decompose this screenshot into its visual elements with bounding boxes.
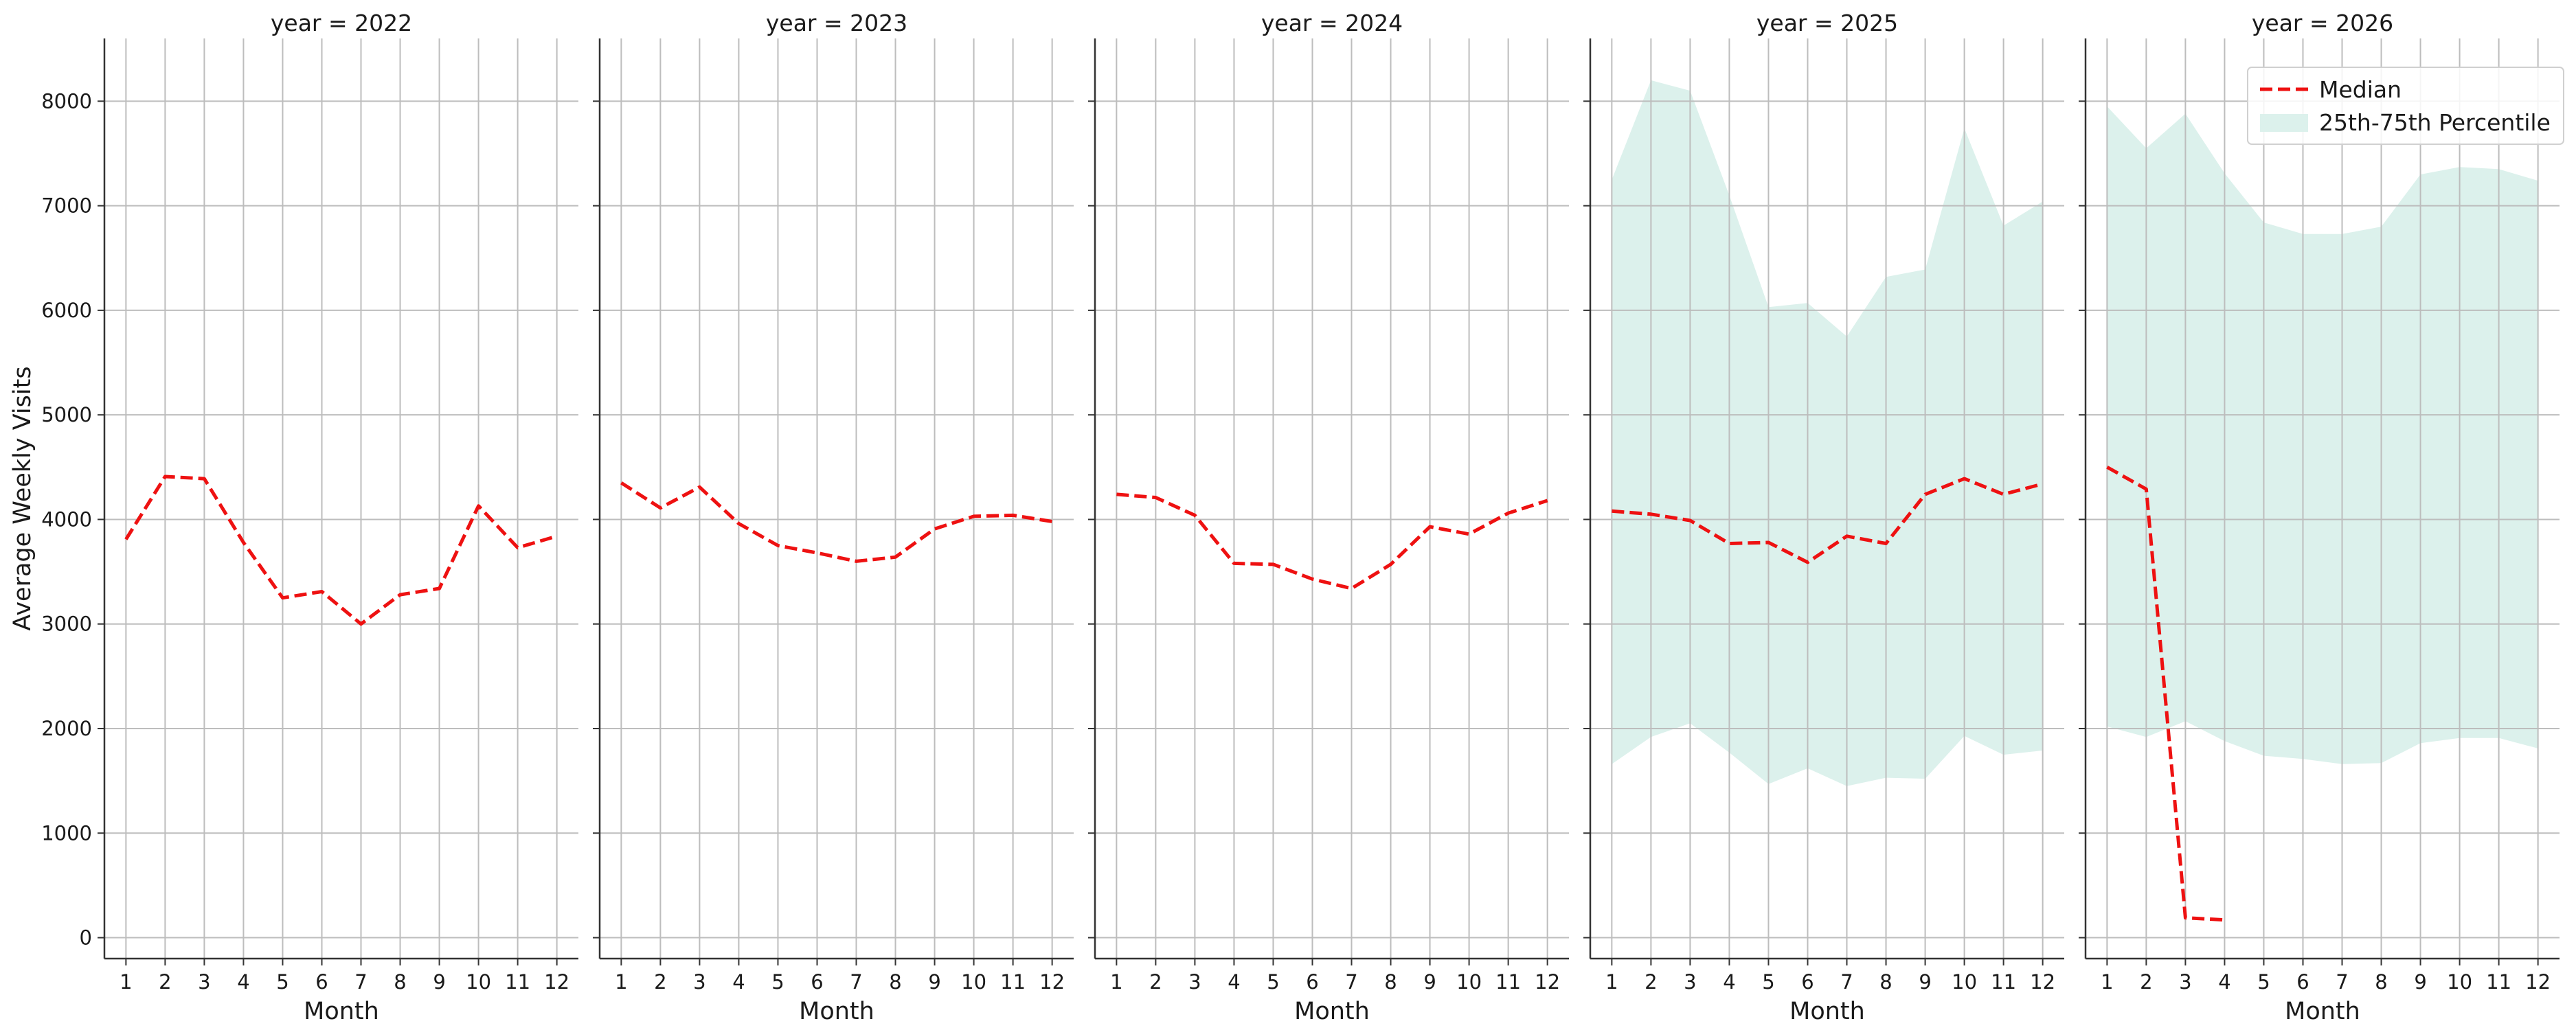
panel-2-x-tick-label: 7 bbox=[850, 970, 862, 994]
panel-1-x-tick-label: 10 bbox=[466, 970, 491, 994]
panel-2-title: year = 2023 bbox=[766, 10, 907, 36]
panel-3-x-tick-label: 10 bbox=[1456, 970, 1482, 994]
y-axis-label: Average Weekly Visits bbox=[9, 366, 36, 630]
panel-4-x-tick-label: 6 bbox=[1801, 970, 1814, 994]
panel-2-x-axis-label: Month bbox=[799, 998, 874, 1025]
panel-3-x-tick-label: 11 bbox=[1495, 970, 1521, 994]
panel-4-x-tick-label: 4 bbox=[1723, 970, 1735, 994]
panel-3-x-axis-label: Month bbox=[1294, 998, 1370, 1025]
panel-4-x-tick-label: 10 bbox=[1952, 970, 1977, 994]
y-tick-label: 4000 bbox=[41, 507, 92, 531]
panel-5-x-tick-label: 1 bbox=[2101, 970, 2113, 994]
panel-1-title: year = 2022 bbox=[271, 10, 412, 36]
panel-1-x-tick-label: 5 bbox=[276, 970, 289, 994]
panel-3-x-tick-label: 2 bbox=[1149, 970, 1162, 994]
panel-4-x-axis-label: Month bbox=[1789, 998, 1865, 1025]
panel-5-x-tick-label: 12 bbox=[2525, 970, 2551, 994]
panel-4-x-tick-label: 7 bbox=[1840, 970, 1853, 994]
panel-3-x-tick-label: 5 bbox=[1267, 970, 1279, 994]
panel-5-x-tick-label: 9 bbox=[2414, 970, 2426, 994]
panel-5-x-tick-label: 8 bbox=[2375, 970, 2387, 994]
panel-2-x-tick-label: 10 bbox=[961, 970, 986, 994]
panel-4-x-tick-label: 1 bbox=[1605, 970, 1618, 994]
panel-3-x-tick-label: 8 bbox=[1384, 970, 1397, 994]
panel-5-x-tick-label: 7 bbox=[2336, 970, 2348, 994]
panel-5-median-line bbox=[2106, 466, 2225, 922]
panel-5-x-tick-label: 10 bbox=[2447, 970, 2472, 994]
legend-median-label: Median bbox=[2319, 76, 2402, 103]
panel-1-x-tick-label: 7 bbox=[354, 970, 367, 994]
panel-5-x-tick-label: 5 bbox=[2257, 970, 2270, 994]
panel-4-x-tick-label: 9 bbox=[1919, 970, 1931, 994]
legend-band-label: 25th-75th Percentile bbox=[2319, 109, 2551, 136]
panel-1-x-tick-label: 4 bbox=[237, 970, 249, 994]
panel-3-x-tick-label: 1 bbox=[1110, 970, 1122, 994]
panel-2-x-tick-label: 12 bbox=[1039, 970, 1065, 994]
panel-2-x-tick-label: 9 bbox=[928, 970, 940, 994]
panel-1-x-tick-label: 8 bbox=[394, 970, 406, 994]
y-tick-label: 0 bbox=[80, 926, 92, 950]
panel-3-x-tick-label: 7 bbox=[1345, 970, 1357, 994]
panel-5-x-tick-label: 2 bbox=[2140, 970, 2152, 994]
panel-1-x-axis-label: Month bbox=[304, 998, 379, 1025]
panel-4-x-tick-label: 3 bbox=[1684, 970, 1696, 994]
y-tick-label: 6000 bbox=[41, 299, 92, 322]
panel-3-x-tick-label: 9 bbox=[1423, 970, 1436, 994]
panel-2-x-tick-label: 2 bbox=[654, 970, 666, 994]
panel-5-x-tick-label: 6 bbox=[2296, 970, 2309, 994]
panel-2-x-tick-label: 5 bbox=[771, 970, 784, 994]
panel-1-x-tick-label: 3 bbox=[198, 970, 210, 994]
panel-4-x-tick-label: 11 bbox=[1991, 970, 2016, 994]
panel-4-x-tick-label: 12 bbox=[2030, 970, 2055, 994]
panel-4-x-tick-label: 5 bbox=[1762, 970, 1774, 994]
panel-4-title: year = 2025 bbox=[1756, 10, 1898, 36]
panel-4-median-line bbox=[1612, 477, 2044, 564]
panel-5-x-tick-label: 3 bbox=[2179, 970, 2191, 994]
panel-3-x-tick-label: 12 bbox=[1535, 970, 1560, 994]
panel-2-x-tick-label: 1 bbox=[615, 970, 627, 994]
panel-3-title: year = 2024 bbox=[1261, 10, 1403, 36]
y-tick-label: 7000 bbox=[41, 194, 92, 218]
panel-4-x-tick-label: 2 bbox=[1645, 970, 1657, 994]
panel-1-x-tick-label: 11 bbox=[505, 970, 530, 994]
legend-box bbox=[2247, 67, 2564, 145]
panel-1-x-tick-label: 6 bbox=[315, 970, 328, 994]
panel-1-x-tick-label: 1 bbox=[120, 970, 132, 994]
y-tick-label: 2000 bbox=[41, 717, 92, 740]
panel-2-median-line bbox=[620, 481, 1052, 563]
panel-5-x-tick-label: 11 bbox=[2486, 970, 2511, 994]
y-tick-label: 1000 bbox=[41, 821, 92, 845]
panel-1-median-line bbox=[124, 474, 558, 626]
legend-band-swatch bbox=[2260, 114, 2308, 132]
panel-2-x-tick-label: 6 bbox=[811, 970, 823, 994]
panel-2-x-tick-label: 11 bbox=[1000, 970, 1026, 994]
panel-4-x-tick-label: 8 bbox=[1879, 970, 1892, 994]
panel-1-x-tick-label: 9 bbox=[433, 970, 445, 994]
y-tick-label: 3000 bbox=[41, 613, 92, 636]
panel-3-x-tick-label: 4 bbox=[1228, 970, 1240, 994]
panel-2-x-tick-label: 4 bbox=[732, 970, 745, 994]
panel-5-x-tick-label: 4 bbox=[2218, 970, 2230, 994]
panel-2-x-tick-label: 3 bbox=[693, 970, 705, 994]
y-tick-label: 8000 bbox=[41, 89, 92, 113]
panel-3-x-tick-label: 6 bbox=[1306, 970, 1318, 994]
panel-5-title: year = 2026 bbox=[2252, 10, 2393, 36]
panel-5-x-axis-label: Month bbox=[2285, 998, 2360, 1025]
panel-1-x-tick-label: 12 bbox=[544, 970, 569, 994]
panel-5-percentile-band bbox=[2107, 106, 2538, 764]
panel-4-percentile-band bbox=[1612, 80, 2043, 786]
panel-1-x-tick-label: 2 bbox=[159, 970, 171, 994]
panel-3-median-line bbox=[1116, 492, 1548, 591]
panel-2-x-tick-label: 8 bbox=[889, 970, 901, 994]
panel-3-x-tick-label: 3 bbox=[1188, 970, 1201, 994]
y-tick-label: 5000 bbox=[41, 403, 92, 426]
